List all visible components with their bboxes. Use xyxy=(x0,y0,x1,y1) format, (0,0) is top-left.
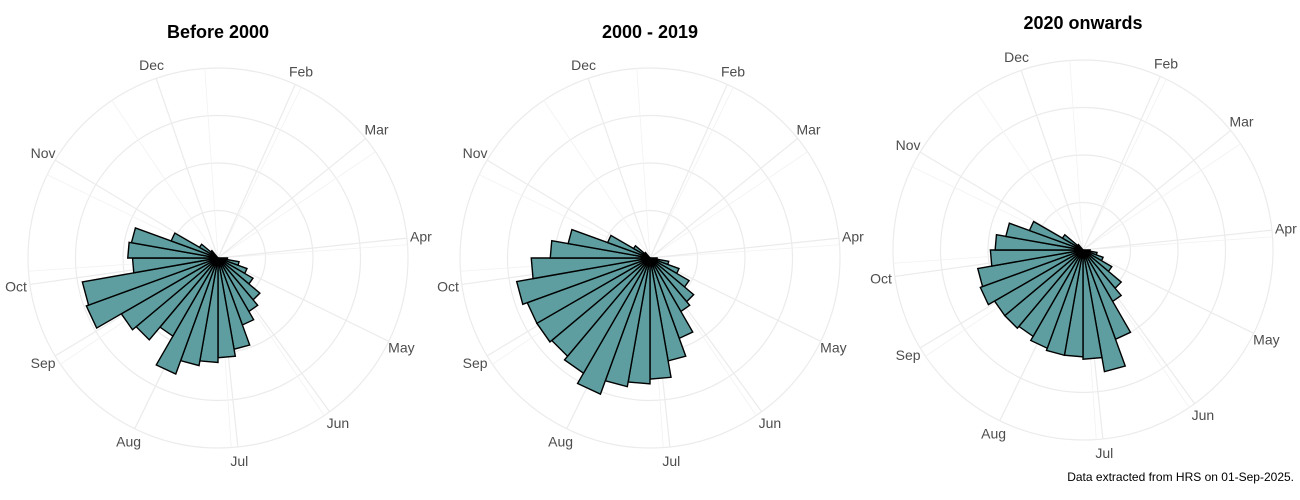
month-label-mar: Mar xyxy=(364,122,388,138)
grid-spoke xyxy=(1082,76,1161,251)
grid-spoke-minor xyxy=(204,68,219,259)
month-label-may: May xyxy=(388,339,414,355)
grid-spoke xyxy=(217,84,296,259)
month-label-sep: Sep xyxy=(896,347,921,363)
grid-circle xyxy=(506,114,794,402)
month-label-feb: Feb xyxy=(289,64,313,80)
grid-circle xyxy=(892,59,1274,441)
month-label-feb: Feb xyxy=(1154,56,1178,72)
month-label-jun: Jun xyxy=(1192,407,1215,423)
grid-spoke xyxy=(1020,70,1084,251)
month-label-apr: Apr xyxy=(1275,221,1297,237)
grid-spoke-minor xyxy=(636,68,651,259)
month-label-aug: Aug xyxy=(548,433,573,449)
month-label-jul: Jul xyxy=(230,453,248,469)
bar-23 xyxy=(209,249,219,259)
month-label-jun: Jun xyxy=(327,415,350,431)
grid-spoke-minor xyxy=(1082,236,1273,251)
grid-spoke xyxy=(1082,229,1273,251)
grid-spoke xyxy=(649,84,728,259)
month-label-jun: Jun xyxy=(759,415,782,431)
month-label-apr: Apr xyxy=(410,229,432,245)
grid-spoke xyxy=(649,257,822,342)
grid-spoke xyxy=(649,237,840,259)
grid-spoke xyxy=(217,257,390,342)
grid-circle xyxy=(459,67,841,449)
month-label-aug: Aug xyxy=(981,425,1006,441)
grid-spoke-minor xyxy=(111,100,219,259)
month-label-nov: Nov xyxy=(31,145,56,161)
chart-title: 2020 onwards xyxy=(1023,13,1142,33)
grid-spoke-minor xyxy=(1082,79,1167,251)
grid-spoke-minor xyxy=(217,244,408,259)
polar-chart-3: Dec Feb Mar Apr May Jun Jul Aug Sep Oct Nov 2020 on… xyxy=(870,13,1297,461)
month-label-nov: Nov xyxy=(463,145,488,161)
grid-spoke xyxy=(649,137,799,259)
grid-circle xyxy=(939,106,1227,394)
polar-chart-2: Dec Feb Mar Apr May Jun Jul Aug Sep Oct Nov 2000 - … xyxy=(437,22,864,469)
grid-spoke-minor xyxy=(1069,60,1084,251)
grid-spoke-minor xyxy=(649,151,808,259)
month-label-mar: Mar xyxy=(1229,114,1253,130)
month-label-jul: Jul xyxy=(662,453,680,469)
chart-title: Before 2000 xyxy=(167,22,269,42)
month-label-jul: Jul xyxy=(1095,445,1113,461)
month-label-sep: Sep xyxy=(463,355,488,371)
data-source-caption: Data extracted from HRS on 01-Sep-2025. xyxy=(1067,470,1294,484)
month-label-oct: Oct xyxy=(870,270,892,286)
bar-23 xyxy=(1076,243,1084,251)
grid-spoke-minor xyxy=(217,151,376,259)
grid-spoke-minor xyxy=(543,100,651,259)
month-label-dec: Dec xyxy=(1004,49,1029,65)
month-label-dec: Dec xyxy=(571,57,596,73)
month-label-aug: Aug xyxy=(116,433,141,449)
grid-spoke-minor xyxy=(649,244,840,259)
chart-title: 2000 - 2019 xyxy=(602,22,698,42)
month-label-may: May xyxy=(1253,331,1279,347)
grid-spoke-minor xyxy=(976,92,1084,251)
grid-circle xyxy=(74,114,362,402)
month-label-nov: Nov xyxy=(896,137,921,153)
month-label-oct: Oct xyxy=(5,278,27,294)
bar-23 xyxy=(643,251,651,259)
grid-spoke-minor xyxy=(649,87,734,259)
grid-circle xyxy=(27,67,409,449)
month-label-may: May xyxy=(820,339,846,355)
month-label-oct: Oct xyxy=(437,278,459,294)
month-label-apr: Apr xyxy=(842,229,864,245)
grid-spoke xyxy=(217,137,367,259)
month-label-mar: Mar xyxy=(796,122,820,138)
grid-spoke xyxy=(587,78,651,259)
month-label-dec: Dec xyxy=(139,57,164,73)
polar-chart-1: Dec Feb Mar Apr May Jun Jul Aug Sep Oct Nov Before … xyxy=(5,22,432,469)
grid-spoke-minor xyxy=(1082,143,1241,251)
grid-spoke-minor xyxy=(217,87,302,259)
month-label-feb: Feb xyxy=(721,64,745,80)
grid-spoke xyxy=(1082,249,1255,334)
grid-spoke xyxy=(1082,129,1232,251)
month-label-sep: Sep xyxy=(31,355,56,371)
grid-spoke xyxy=(155,78,219,259)
grid-spoke xyxy=(217,237,408,259)
